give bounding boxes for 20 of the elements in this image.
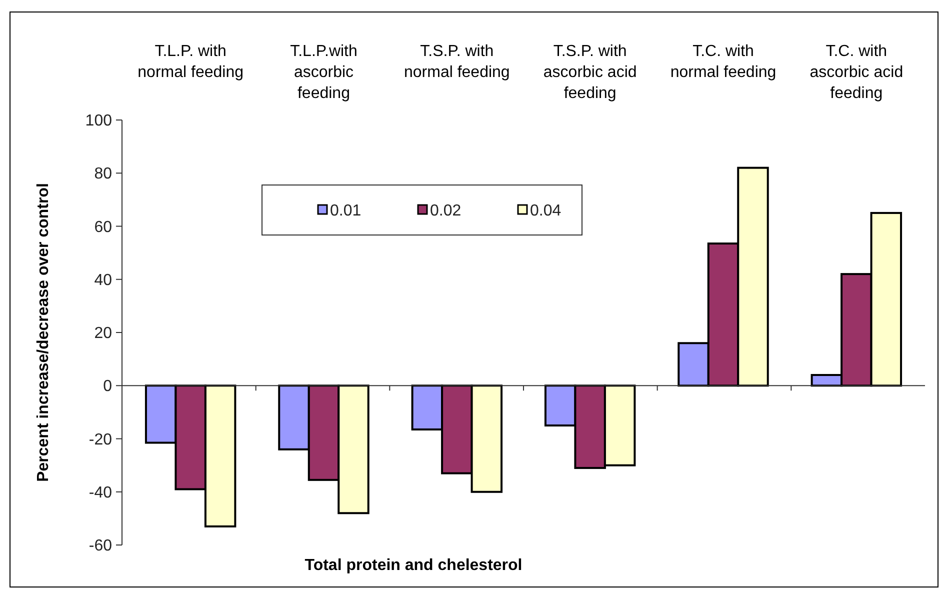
y-tick-label: -20 bbox=[88, 431, 112, 448]
x-tick-label: T.C. with ascorbic acid feeding bbox=[810, 43, 904, 102]
y-tick-label: 40 bbox=[94, 272, 112, 289]
x-tick-label: T.C. with normal feeding bbox=[670, 43, 776, 81]
y-tick-label: 100 bbox=[85, 112, 112, 130]
y-tick-label: 0 bbox=[103, 378, 112, 396]
x-axis-title: Total protein and chelesterol bbox=[304, 557, 522, 574]
x-tick-label: T.L.P. with normal feeding bbox=[138, 43, 244, 81]
legend-label: 0.01 bbox=[330, 202, 362, 220]
x-tick-label: T.S.P. with ascorbic acid feeding bbox=[543, 43, 637, 102]
x-tick-label: T.S.P. with normal feeding bbox=[404, 43, 510, 81]
x-tick-label: T.L.P.with ascorbic feeding bbox=[290, 43, 358, 102]
y-tick-label: 60 bbox=[94, 218, 112, 236]
y-axis-title: Percent increase/decrease over control bbox=[35, 183, 52, 482]
y-tick-label: -40 bbox=[88, 484, 112, 502]
y-tick-label: 80 bbox=[94, 166, 112, 183]
y-tick-label: -60 bbox=[88, 538, 112, 555]
legend-label: 0.02 bbox=[430, 202, 462, 220]
legend-label: 0.04 bbox=[530, 202, 562, 220]
y-tick-label: 20 bbox=[94, 325, 112, 342]
